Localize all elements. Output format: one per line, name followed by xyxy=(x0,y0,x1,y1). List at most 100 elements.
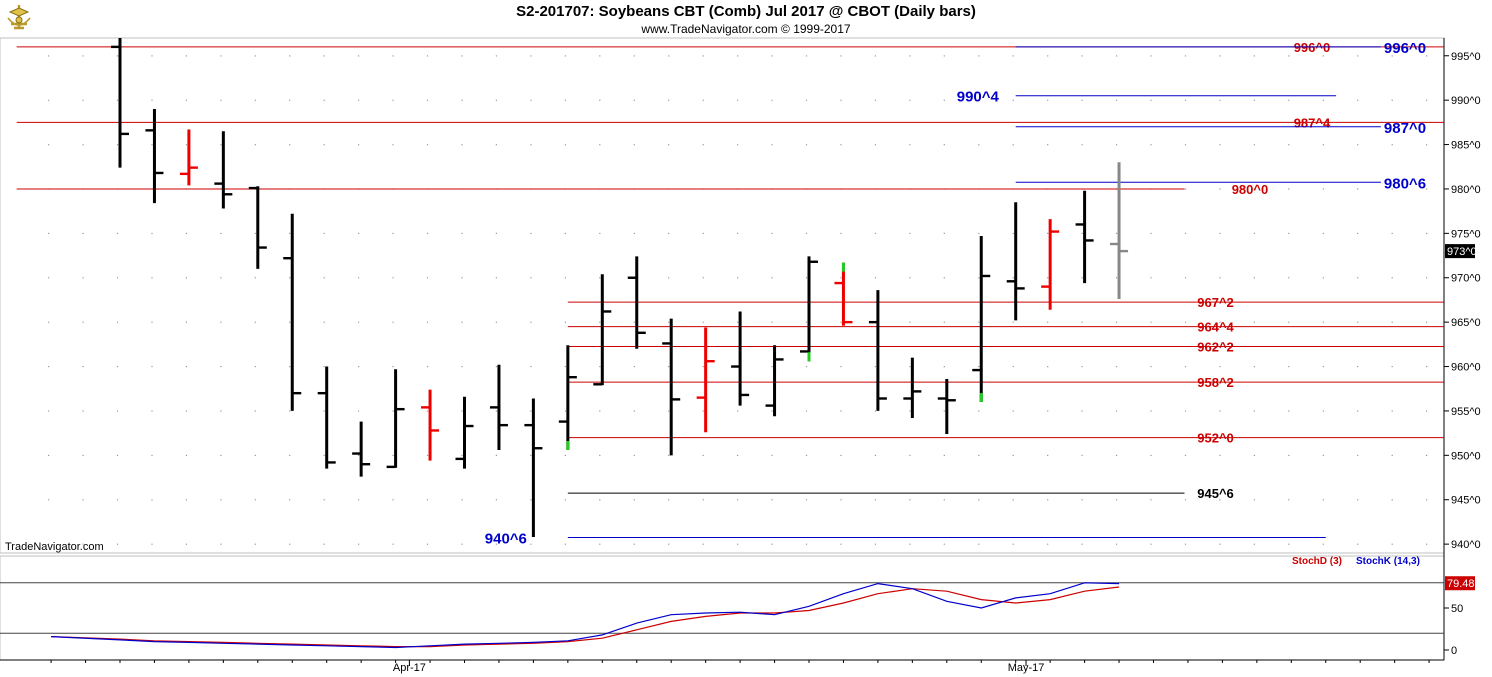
grid-dot xyxy=(392,232,394,234)
ohlc-bar xyxy=(179,129,198,186)
grid-dot xyxy=(220,454,222,456)
grid-dot xyxy=(151,454,153,456)
ohlc-bar xyxy=(352,421,371,477)
grid-dot xyxy=(1322,55,1324,57)
grid-dot xyxy=(1219,232,1221,234)
grid-dot xyxy=(737,321,739,323)
grid-dot xyxy=(805,454,808,456)
stoch-last-label: 79.48 xyxy=(1447,578,1475,590)
grid-dot xyxy=(943,410,945,412)
ohlc-bar xyxy=(283,213,302,411)
grid-dot xyxy=(358,277,360,279)
grid-dot xyxy=(530,410,532,412)
grid-dot xyxy=(1047,321,1049,323)
grid-dot xyxy=(358,232,360,234)
grid-dot xyxy=(668,366,670,368)
grid-dot xyxy=(1288,99,1290,101)
ohlc-bar xyxy=(937,378,956,435)
grid-dot xyxy=(1150,99,1152,101)
ohlc-bar xyxy=(662,318,681,456)
price-tick-label: 945^0 xyxy=(1451,495,1481,507)
grid-dot xyxy=(289,321,291,323)
grid-dot xyxy=(564,321,566,323)
grid-dot xyxy=(426,144,429,146)
grid-dot xyxy=(1081,454,1083,456)
grid-dot xyxy=(1116,55,1118,57)
grid-dot xyxy=(1357,366,1359,368)
grid-dot xyxy=(185,321,187,323)
level-label: 987^0 xyxy=(1384,120,1426,137)
grid-dot xyxy=(1184,55,1187,57)
grid-dot xyxy=(1219,543,1221,545)
grid-dot xyxy=(1116,366,1118,368)
grid-dot xyxy=(151,55,153,57)
grid-dot xyxy=(599,454,601,456)
level-label: 990^4 xyxy=(957,89,1000,106)
grid-dot xyxy=(1357,410,1359,412)
grid-dot xyxy=(323,144,325,146)
grid-dot xyxy=(1219,188,1221,190)
grid-dot xyxy=(82,410,84,412)
grid-dot xyxy=(737,410,739,412)
grid-dot xyxy=(1012,410,1014,412)
grid-dot xyxy=(323,55,325,57)
grid-dot xyxy=(874,366,876,368)
grid-dot xyxy=(220,55,222,57)
grid-dot xyxy=(702,144,704,146)
grid-dot xyxy=(805,144,808,146)
grid-dot xyxy=(668,454,670,456)
grid-dot xyxy=(599,55,601,57)
grid-dot xyxy=(702,277,704,279)
grid-dot xyxy=(1150,144,1152,146)
grid-dot xyxy=(1426,99,1428,101)
grid-dot xyxy=(1357,144,1359,146)
grid-dot xyxy=(1150,55,1152,57)
price-tick-label: 950^0 xyxy=(1451,450,1481,462)
grid-dot xyxy=(874,277,876,279)
grid-dot xyxy=(392,499,394,501)
grid-dot xyxy=(1426,277,1428,279)
grid-dot xyxy=(633,55,635,57)
price-tick-label: 985^0 xyxy=(1451,140,1481,152)
grid-dot xyxy=(668,144,670,146)
grid-dot xyxy=(1253,499,1255,501)
price-tick-label: 940^0 xyxy=(1451,539,1481,551)
ohlc-bar xyxy=(972,236,991,403)
grid-dot xyxy=(1012,277,1014,279)
grid-dot xyxy=(1116,277,1118,279)
grid-dot xyxy=(426,454,429,456)
grid-dot xyxy=(599,543,601,545)
grid-dot xyxy=(633,366,635,368)
grid-dot xyxy=(1253,543,1255,545)
ohlc-bar xyxy=(214,131,233,209)
grid-dot xyxy=(1150,366,1152,368)
grid-dot xyxy=(599,499,601,501)
grid-dot xyxy=(909,366,911,368)
price-tick-label: 995^0 xyxy=(1451,51,1481,63)
grid-dot xyxy=(805,55,808,57)
grid-dot xyxy=(116,499,119,501)
grid-dot xyxy=(426,99,429,101)
ohlc-bar xyxy=(1110,162,1129,300)
grid-dot xyxy=(1012,321,1014,323)
grid-dot xyxy=(805,410,808,412)
grid-dot xyxy=(1219,454,1221,456)
grid-dot xyxy=(48,232,50,234)
grid-dot xyxy=(461,366,463,368)
grid-dot xyxy=(840,543,842,545)
grid-dot xyxy=(1426,366,1428,368)
grid-dot xyxy=(48,55,50,57)
grid-dot xyxy=(495,410,497,412)
grid-dot xyxy=(358,321,360,323)
ohlc-bar xyxy=(1041,219,1060,310)
grid-dot xyxy=(289,277,291,279)
grid-dot xyxy=(358,543,360,545)
last-price-badge xyxy=(1445,244,1475,259)
grid-dot xyxy=(220,232,222,234)
grid-dot xyxy=(116,454,119,456)
grid-dot xyxy=(1391,99,1393,101)
grid-dot xyxy=(426,366,429,368)
grid-dot xyxy=(1391,543,1393,545)
